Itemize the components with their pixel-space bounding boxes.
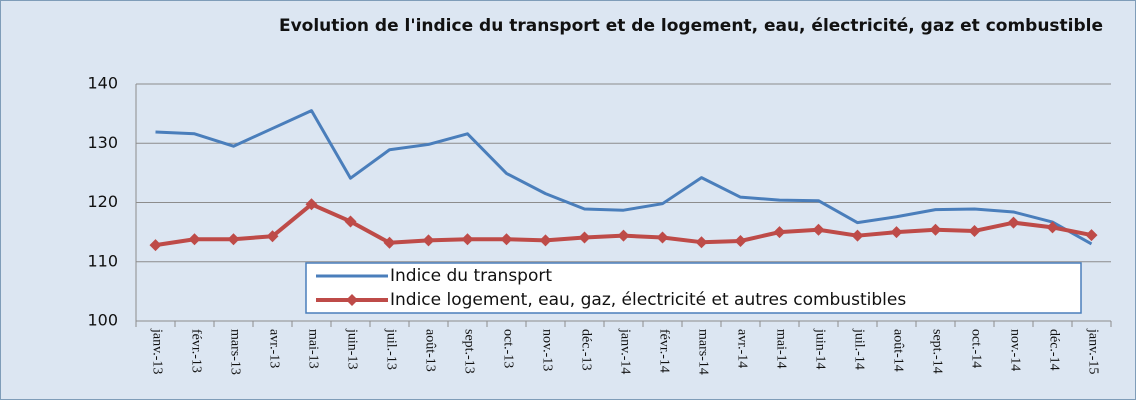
legend-label: Indice logement, eau, gaz, électricité e… xyxy=(390,290,906,310)
x-tick-label: mars-14 xyxy=(695,329,710,375)
legend-label: Indice du transport xyxy=(390,266,552,286)
marker xyxy=(539,234,552,247)
marker xyxy=(812,223,825,236)
marker xyxy=(266,230,279,243)
x-tick-label: déc.-13 xyxy=(578,329,593,371)
x-tick-label: juin-13 xyxy=(344,328,359,369)
marker xyxy=(617,229,630,242)
marker xyxy=(656,231,669,244)
marker xyxy=(890,226,903,239)
x-tick-label: mars-13 xyxy=(227,329,242,375)
marker xyxy=(461,233,474,246)
marker xyxy=(578,231,591,244)
marker xyxy=(695,236,708,249)
x-tick-label: juin-14 xyxy=(812,328,827,369)
marker xyxy=(773,226,786,239)
marker xyxy=(305,198,318,211)
marker xyxy=(851,229,864,242)
x-tick-label: déc.-14 xyxy=(1046,329,1061,371)
y-tick-label: 110 xyxy=(87,251,118,270)
marker xyxy=(968,224,981,237)
x-tick-label: févr.-13 xyxy=(188,329,203,373)
x-tick-label: janv.-15 xyxy=(1085,328,1100,374)
x-tick-label: janv.-14 xyxy=(617,328,632,374)
x-tick-label: oct.-14 xyxy=(968,329,983,368)
marker xyxy=(149,239,162,252)
x-tick-label: avr.-13 xyxy=(266,329,281,368)
legend-marker xyxy=(346,294,358,306)
x-tick-label: nov.-13 xyxy=(539,329,554,371)
marker xyxy=(227,233,240,246)
marker xyxy=(188,233,201,246)
marker xyxy=(422,234,435,247)
x-tick-label: août-13 xyxy=(422,329,437,372)
legend-box xyxy=(305,262,1082,314)
series-line xyxy=(155,109,1093,246)
x-tick-label: avr.-14 xyxy=(734,329,749,368)
y-tick-label: 140 xyxy=(87,74,118,93)
x-tick-label: mai-13 xyxy=(305,329,320,369)
y-tick-label: 120 xyxy=(87,192,118,211)
y-tick-label: 130 xyxy=(87,133,118,152)
x-tick-label: juil.-13 xyxy=(383,328,398,370)
marker xyxy=(929,223,942,236)
chart-title: Evolution de l'indice du transport et de… xyxy=(278,16,1104,36)
marker xyxy=(734,235,747,248)
marker xyxy=(1046,221,1059,234)
marker xyxy=(1007,216,1020,229)
x-tick-label: sept.-13 xyxy=(461,329,476,374)
y-tick-label: 100 xyxy=(87,311,118,330)
x-tick-label: oct.-13 xyxy=(500,329,515,368)
x-tick-label: août-14 xyxy=(890,329,905,372)
x-tick-label: sept.-14 xyxy=(929,329,944,374)
marker xyxy=(383,236,396,249)
x-tick-label: févr.-14 xyxy=(656,329,671,373)
x-tick-label: janv.-13 xyxy=(149,328,164,374)
x-tick-label: mai-14 xyxy=(773,329,788,369)
x-tick-label: nov.-14 xyxy=(1007,329,1022,371)
marker xyxy=(1085,229,1098,242)
marker xyxy=(500,233,513,246)
marker xyxy=(344,215,357,228)
x-tick-label: juil.-14 xyxy=(851,328,866,370)
